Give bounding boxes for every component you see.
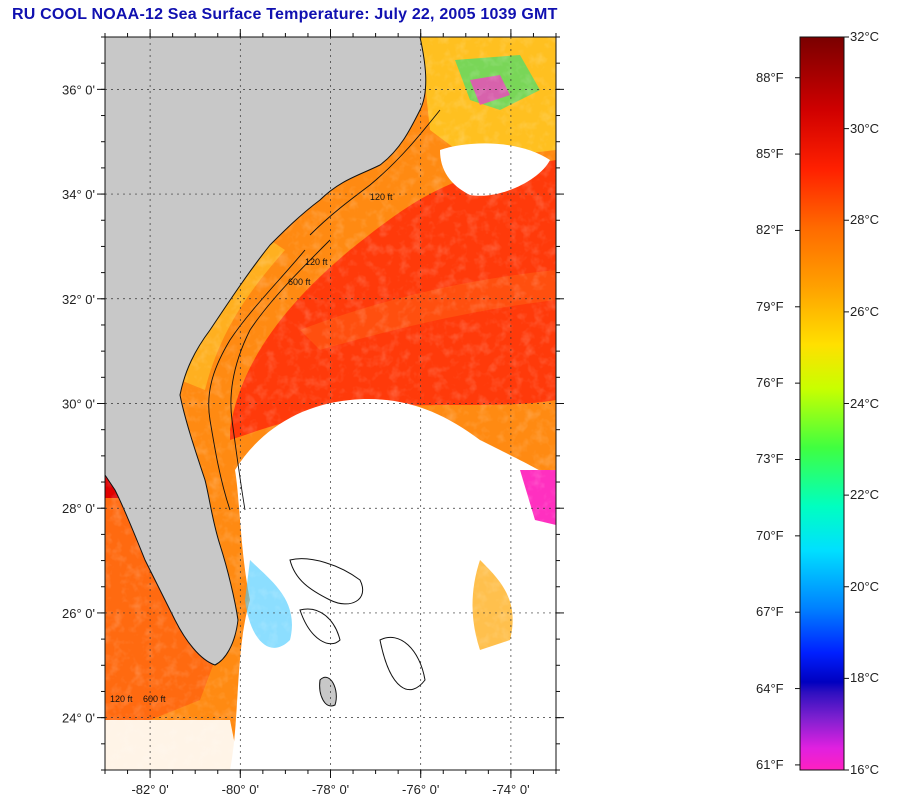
temperature-colorbar — [799, 36, 845, 771]
colorbar-fahrenheit-label: 70°F — [756, 527, 784, 543]
contour-120ft — [208, 249, 306, 511]
land-mass-florida-southeast-us — [105, 37, 427, 666]
colorbar-celsius-label: 24°C — [850, 395, 880, 411]
bahamas-island-abaco — [289, 558, 364, 605]
colorbar-fahrenheit-label: 85°F — [756, 146, 784, 162]
colorbar-ticks — [795, 36, 849, 771]
colorbar-fahrenheit-label: 73°F — [756, 451, 784, 467]
colorbar-celsius-label: 26°C — [850, 303, 880, 319]
lat-label: 32° 0' — [62, 292, 95, 307]
colorbar-celsius-label: 16°C — [850, 762, 880, 777]
colorbar-celsius-label: 20°C — [850, 578, 880, 594]
lon-label: -78° 0' — [312, 782, 349, 797]
map-plot-area: 120 ft 600 ft 120 ft 120 ft 600 ft — [105, 37, 556, 770]
lon-label: -74° 0' — [492, 782, 529, 797]
colorbar-fahrenheit-label: 79°F — [756, 298, 784, 314]
longitude-labels: -82° 0' -80° 0' -78° 0' -76° 0' -74° 0' — [131, 782, 529, 797]
colorbar-celsius-label: 22°C — [850, 487, 880, 503]
lat-label: 30° 0' — [62, 397, 95, 412]
lat-label: 26° 0' — [62, 606, 95, 621]
lat-label: 34° 0' — [62, 187, 95, 202]
contour-shelf-north — [309, 109, 441, 236]
lat-label: 24° 0' — [62, 711, 95, 726]
lat-label: 28° 0' — [62, 501, 95, 516]
colorbar-celsius-label: 18°C — [850, 670, 880, 686]
graticule — [105, 37, 556, 770]
axis-ticks — [97, 29, 564, 778]
latitude-labels: 36° 0' 34° 0' 32° 0' 30° 0' 28° 0' 26° 0' 24° … — [62, 82, 95, 725]
lon-label: -76° 0' — [402, 782, 439, 797]
contour-600ft — [230, 239, 331, 511]
colorbar-fahrenheit-label: 88°F — [756, 69, 784, 85]
bahamas-island-small — [319, 677, 337, 707]
lon-label: -82° 0' — [131, 782, 168, 797]
colorbar-fahrenheit-label: 61°F — [756, 756, 784, 772]
contour-label-600ft: 600 ft — [288, 277, 311, 287]
colorbar-celsius-label: 32°C — [850, 29, 880, 44]
bahamas-island-andros — [299, 608, 341, 645]
map-title: RU COOL NOAA-12 Sea Surface Temperature:… — [12, 6, 558, 23]
contour-label-120ft: 120 ft — [305, 257, 328, 267]
colorbar-fahrenheit-label: 64°F — [756, 680, 784, 696]
contour-label-600ft-gulf: 600 ft — [143, 694, 166, 704]
lon-label: -80° 0' — [222, 782, 259, 797]
bahamas-island-eleuthera — [379, 636, 426, 691]
colorbar-celsius-label: 30°C — [850, 120, 880, 136]
lat-label: 36° 0' — [62, 82, 95, 97]
colorbar-celsius-label: 28°C — [850, 212, 880, 228]
contour-label-120ft-north: 120 ft — [370, 192, 393, 202]
colorbar-fahrenheit-label: 82°F — [756, 222, 784, 238]
colorbar-fahrenheit-label: 76°F — [756, 375, 784, 391]
contour-label-120ft-gulf: 120 ft — [110, 694, 133, 704]
colorbar-fahrenheit-label: 67°F — [756, 604, 784, 620]
